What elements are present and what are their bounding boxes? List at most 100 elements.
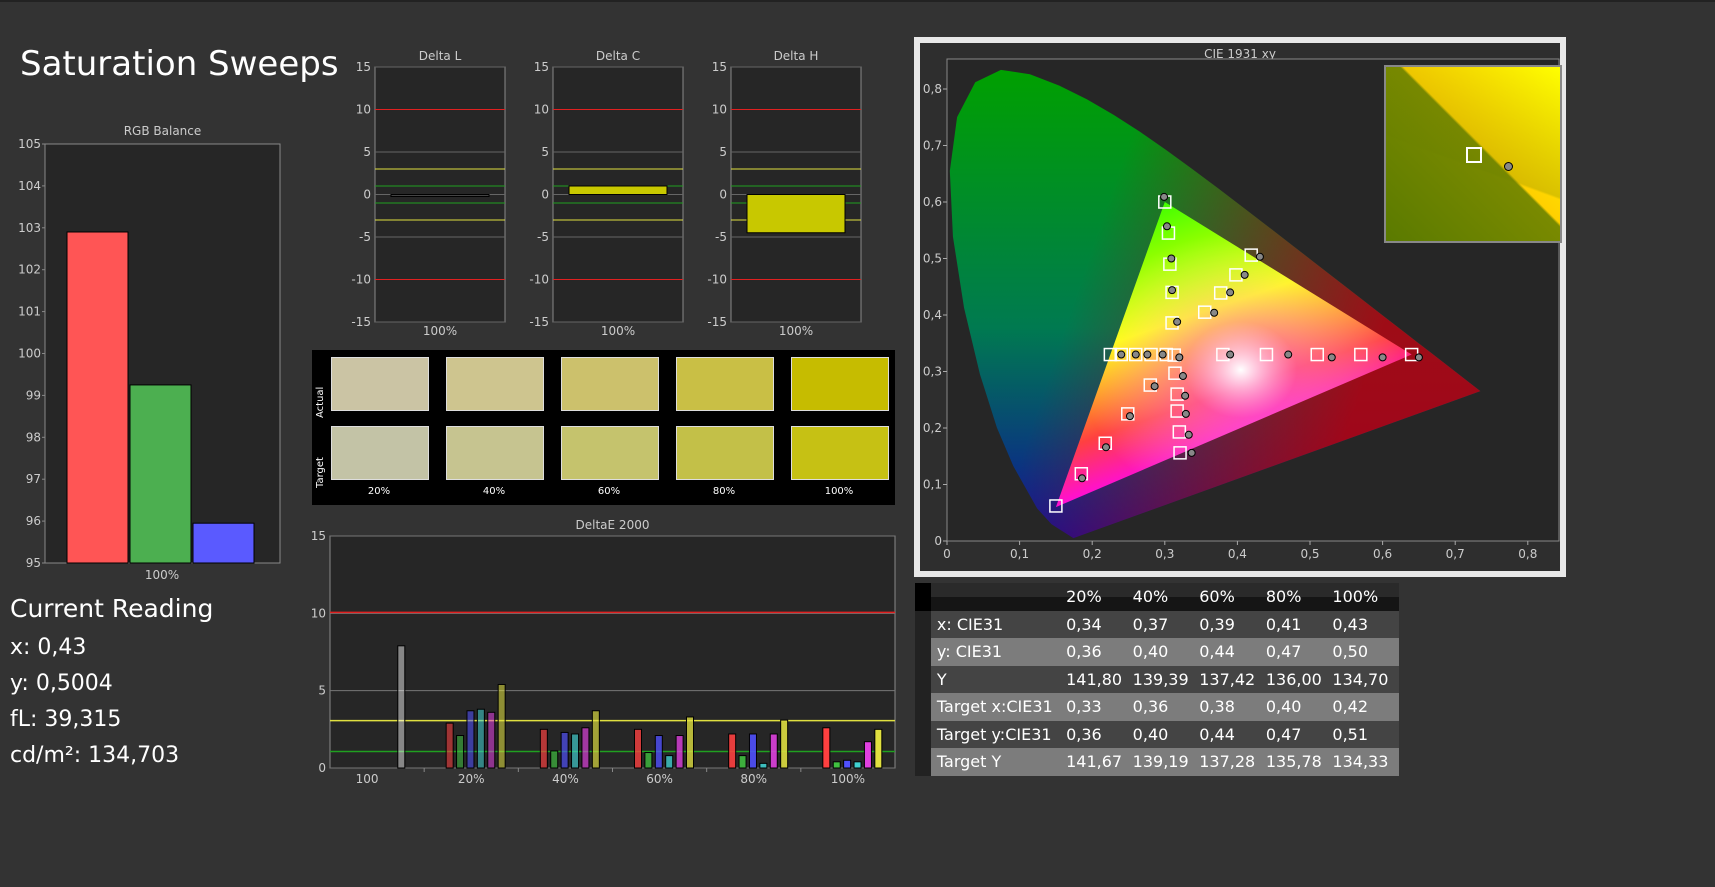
deltae-chart: 0 5 10 15 100 20% 40% 60% 80% 100% — [311, 529, 896, 786]
y-tick-label: 0 — [363, 188, 371, 202]
deltae-bar — [853, 761, 862, 769]
y-tick-label: -5 — [715, 230, 727, 244]
y-tick-label: 104 — [18, 179, 41, 193]
deltae-bar — [539, 728, 548, 769]
row-marker — [915, 583, 931, 611]
table-row: Target y:CIE31 0,36 0,40 0,44 0,47 0,51 — [915, 720, 1399, 748]
cie-chart: 0 0,1 0,2 0,3 0,4 0,5 0,6 0,7 0,8 0 0,1 0,2 0,3 0,4 0,… — [923, 58, 1560, 561]
deltae-bar — [456, 735, 465, 769]
x-tick-label: 0,6 — [1373, 547, 1392, 561]
reading-fl: fL: 39,315 — [10, 707, 122, 732]
actual-swatch — [561, 357, 659, 411]
x-tick-label: 100 — [356, 772, 379, 786]
deltae-bar — [675, 735, 684, 769]
measured-point — [1175, 353, 1184, 362]
target-point — [1259, 347, 1274, 362]
y-tick-label: 0,7 — [923, 139, 942, 153]
measured-marker — [1504, 162, 1513, 171]
target-swatch — [446, 426, 544, 480]
deltae-bar — [397, 645, 406, 769]
row-label: Target Y — [936, 752, 1002, 772]
y-tick-label: 99 — [26, 388, 41, 402]
cell: 0,44 — [1199, 724, 1235, 744]
cell: 0,34 — [1066, 614, 1102, 634]
current-reading-heading: Current Reading — [10, 594, 214, 623]
color-swatches: Actual Target 20% 40% 60% 80% 100% — [312, 350, 895, 505]
row-label: Target x:CIE31 — [936, 697, 1053, 717]
deltae-bar — [571, 733, 580, 769]
cell: 135,78 — [1265, 752, 1322, 772]
measured-point — [1378, 353, 1387, 362]
bar-G — [129, 384, 192, 564]
cell: 139,19 — [1132, 752, 1189, 772]
y-tick-label: 102 — [18, 263, 41, 277]
y-tick-label: 95 — [26, 556, 41, 570]
cell: 80% — [1265, 587, 1302, 607]
swatch-label: 20% — [367, 486, 391, 497]
target-point — [1121, 407, 1135, 421]
y-tick-label: 0,8 — [923, 82, 942, 96]
x-tick-label: 0,5 — [1300, 547, 1319, 561]
deltae-bar — [476, 708, 485, 769]
y-tick-label: 10 — [712, 103, 727, 117]
cell: 0,33 — [1066, 697, 1102, 717]
rgb-balance-title: RGB Balance — [123, 124, 202, 138]
x-tick-label: 0,3 — [1155, 547, 1174, 561]
x-tick-label: 100% — [831, 772, 865, 786]
cell: 0,40 — [1132, 642, 1169, 662]
deltae-bar — [832, 761, 841, 769]
row-marker — [915, 610, 931, 638]
table-row: Y 141,80 139,39 137,42 136,00 134,70 — [915, 665, 1399, 693]
x-tick-label: 100% — [145, 568, 179, 582]
delta-lch-charts: Delta L 15 10 5 0 -5 -10 -15 100% Delta C 15 10 5 0 -5… — [351, 49, 862, 338]
cell: 0,43 — [1332, 614, 1369, 634]
table-row: x: CIE31 0,34 0,37 0,39 0,41 0,43 — [915, 610, 1399, 638]
measured-point — [1226, 350, 1235, 359]
y-tick-label: 0,6 — [923, 195, 942, 209]
deltae-bar — [654, 735, 663, 769]
y-tick-label: 10 — [311, 606, 326, 620]
measured-point — [1173, 317, 1182, 326]
deltae-bar — [759, 762, 768, 769]
x-tick-label: 60% — [646, 772, 673, 786]
measured-point — [1187, 448, 1196, 457]
deltae-bar — [780, 719, 789, 769]
x-tick-label: 0 — [943, 547, 951, 561]
swatch-label: 40% — [482, 486, 506, 497]
measured-point — [1158, 350, 1167, 359]
cell: 0,38 — [1199, 697, 1235, 717]
y-tick-label: -10 — [529, 273, 549, 287]
deltae-bar — [738, 755, 747, 769]
deltae-bar — [466, 710, 475, 769]
cie-panel: CIE 1931 xy 0 0,1 0,2 0,3 0,4 0,5 0,6 0,7 0,8 0 0,… — [914, 37, 1566, 577]
cie-title: CIE 1931 xy — [1204, 47, 1276, 61]
measured-point — [1078, 474, 1087, 483]
actual-swatch — [446, 357, 544, 411]
table-header: 20% 40% 60% 80% 100% — [915, 583, 1399, 611]
measured-point — [1167, 254, 1176, 263]
cell: 0,41 — [1265, 614, 1302, 634]
y-tick-label: -5 — [537, 230, 549, 244]
cell: 20% — [1066, 587, 1102, 607]
deltae-bar — [644, 752, 653, 769]
row-marker — [915, 748, 931, 776]
measured-point — [1160, 192, 1169, 201]
cell: 0,36 — [1132, 697, 1169, 717]
measured-point — [1150, 382, 1159, 391]
actual-row-label: Actual — [315, 386, 326, 418]
row-label: x: CIE31 — [936, 614, 1004, 634]
deltae-bar — [445, 722, 454, 769]
y-tick-label: 105 — [18, 138, 41, 151]
y-tick-label: -10 — [707, 273, 727, 287]
cell: 0,40 — [1132, 724, 1169, 744]
readings-table: 20% 40% 60% 80% 100% x: CIE31 0,34 0,37 0,39 0,41… — [915, 583, 1399, 776]
reading-cdm2: cd/m²: 134,703 — [10, 743, 180, 768]
y-tick-label: -10 — [351, 273, 371, 287]
actual-swatch — [676, 357, 774, 411]
reading-x: x: 0,43 — [10, 635, 87, 660]
cell: 0,39 — [1199, 614, 1235, 634]
deltae-bar — [665, 755, 674, 769]
table-row: y: CIE31 0,36 0,40 0,44 0,47 0,50 — [915, 638, 1399, 666]
y-tick-label: 0,3 — [923, 365, 942, 379]
y-tick-label: 0,4 — [923, 308, 942, 322]
